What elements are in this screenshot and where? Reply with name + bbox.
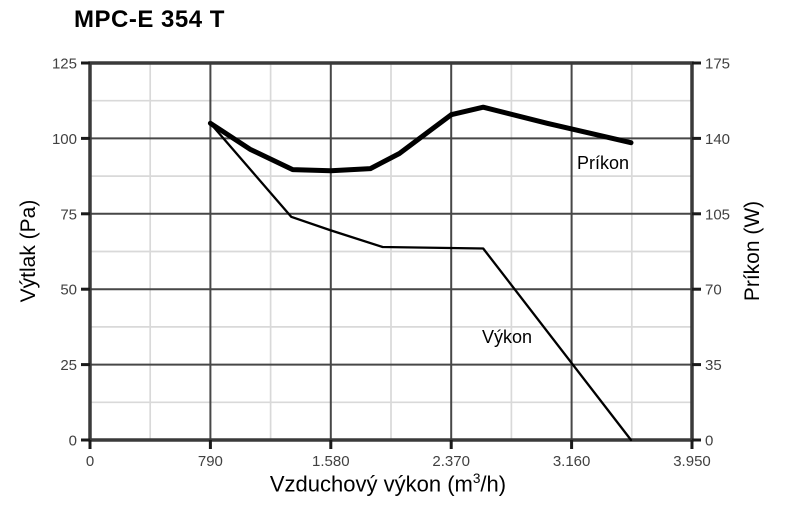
x-tick-label: 3.950 — [673, 453, 711, 470]
y-left-tick-label: 50 — [60, 282, 77, 299]
x-tick-label: 790 — [198, 453, 223, 470]
y-right-tick-label: 105 — [705, 206, 730, 223]
y-left-tick-label: 125 — [52, 56, 77, 73]
y-left-tick-label: 100 — [52, 131, 77, 148]
y-right-tick-label: 140 — [705, 131, 730, 148]
plot-border — [88, 61, 694, 442]
series-label-prikon: Príkon — [577, 153, 630, 173]
series-line-vykon — [209, 122, 633, 442]
y-right-tick-label: 175 — [705, 56, 730, 73]
page-title: MPC-E 354 T — [74, 6, 225, 33]
axis-tick-labels: 0 790 1.580 2.370 3.160 3.950 0 25 50 75 100 125 0 35… — [52, 56, 730, 471]
x-tick-label: 3.160 — [553, 453, 591, 470]
y-right-tick-label: 0 — [705, 433, 713, 450]
y-right-tick-label: 35 — [705, 357, 722, 374]
axis-tick-marks — [81, 61, 701, 449]
series-line-prikon — [207, 104, 634, 174]
y-right-tick-label: 70 — [705, 282, 722, 299]
y-axis-title-left: Výtlak (Pa) — [17, 199, 40, 303]
x-tick-label: 2.370 — [432, 453, 470, 470]
y-left-tick-label: 75 — [60, 206, 77, 223]
grid-minor — [90, 63, 692, 440]
x-axis-title-main: Vzduchový výkon (m — [269, 471, 473, 497]
x-axis-title-superscript: 3 — [472, 471, 481, 486]
x-axis-title-unit: /h) — [480, 471, 507, 497]
x-tick-label: 1.580 — [312, 453, 350, 470]
y-left-tick-label: 0 — [69, 433, 77, 450]
x-axis-title: Vzduchový výkon (m3/h) — [270, 471, 506, 497]
y-left-tick-label: 25 — [60, 357, 77, 374]
x-tick-label: 0 — [86, 453, 94, 470]
y-axis-title-right: Príkon (W) — [741, 200, 764, 302]
series-label-vykon: Výkon — [482, 327, 533, 347]
